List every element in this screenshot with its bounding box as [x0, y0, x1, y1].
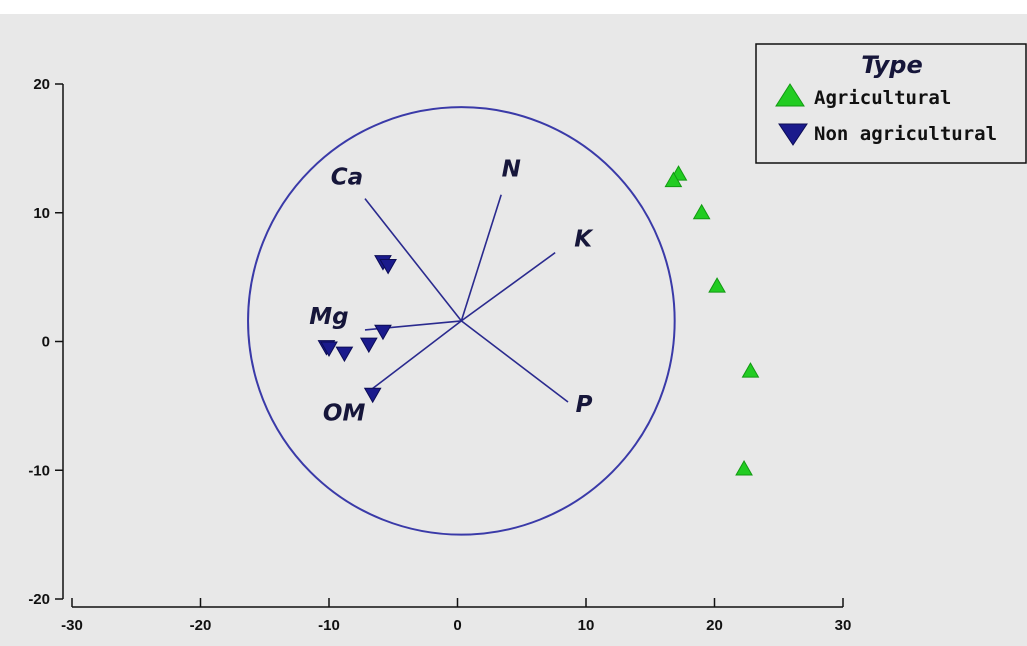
non-agricultural-point [379, 259, 397, 275]
axes: -20 -10 0 10 20 -30 -20 -10 0 10 20 30 [28, 76, 851, 634]
vector-label-om: OM [323, 400, 366, 426]
y-tick-label: -10 [28, 462, 50, 479]
legend-label-agricultural: Agricultural [814, 87, 951, 109]
x-tick-label: 20 [706, 617, 723, 634]
loading-vectors: Ca N K Mg OM P [309, 157, 594, 427]
vector-p [460, 320, 569, 403]
vector-om [369, 320, 462, 392]
vector-label-p: P [576, 392, 593, 418]
x-tick-label: -10 [318, 617, 340, 634]
y-tick-label: 10 [33, 205, 50, 222]
non-agricultural-point [363, 387, 382, 404]
vector-ca [364, 198, 462, 322]
x-tick-label: 30 [835, 617, 852, 634]
legend: Type Agricultural Non agricultural [755, 43, 1027, 164]
x-tick-label: -30 [61, 617, 83, 634]
vector-label-n: N [502, 157, 521, 183]
y-tick-label: 0 [42, 334, 50, 351]
data-points [317, 165, 760, 476]
vector-label-mg: Mg [309, 304, 348, 330]
vector-n [460, 194, 502, 322]
legend-title: Type [861, 51, 923, 79]
vector-label-k: K [574, 227, 594, 253]
agricultural-point [708, 277, 726, 293]
agricultural-point [735, 459, 753, 476]
agricultural-point [741, 362, 760, 378]
non-agricultural-point [320, 341, 338, 357]
x-tick-label: 10 [578, 617, 595, 634]
y-tick-label: 20 [33, 76, 50, 93]
non-agricultural-point [335, 346, 354, 363]
y-tick-label: -20 [28, 591, 50, 608]
legend-marker-non-agricultural [778, 123, 808, 146]
agricultural-point [692, 203, 711, 220]
non-agricultural-point [359, 337, 378, 354]
non-agricultural-point [374, 324, 392, 341]
legend-label-non-agricultural: Non agricultural [814, 123, 997, 145]
x-tick-label: -20 [190, 617, 212, 634]
legend-marker-agricultural [775, 83, 805, 107]
agricultural-point [664, 171, 683, 188]
correlation-circle-outline [247, 106, 676, 536]
vector-label-ca: Ca [331, 165, 363, 191]
vector-k [460, 252, 556, 322]
x-tick-label: 0 [453, 617, 461, 634]
correlation-circle [247, 106, 676, 536]
